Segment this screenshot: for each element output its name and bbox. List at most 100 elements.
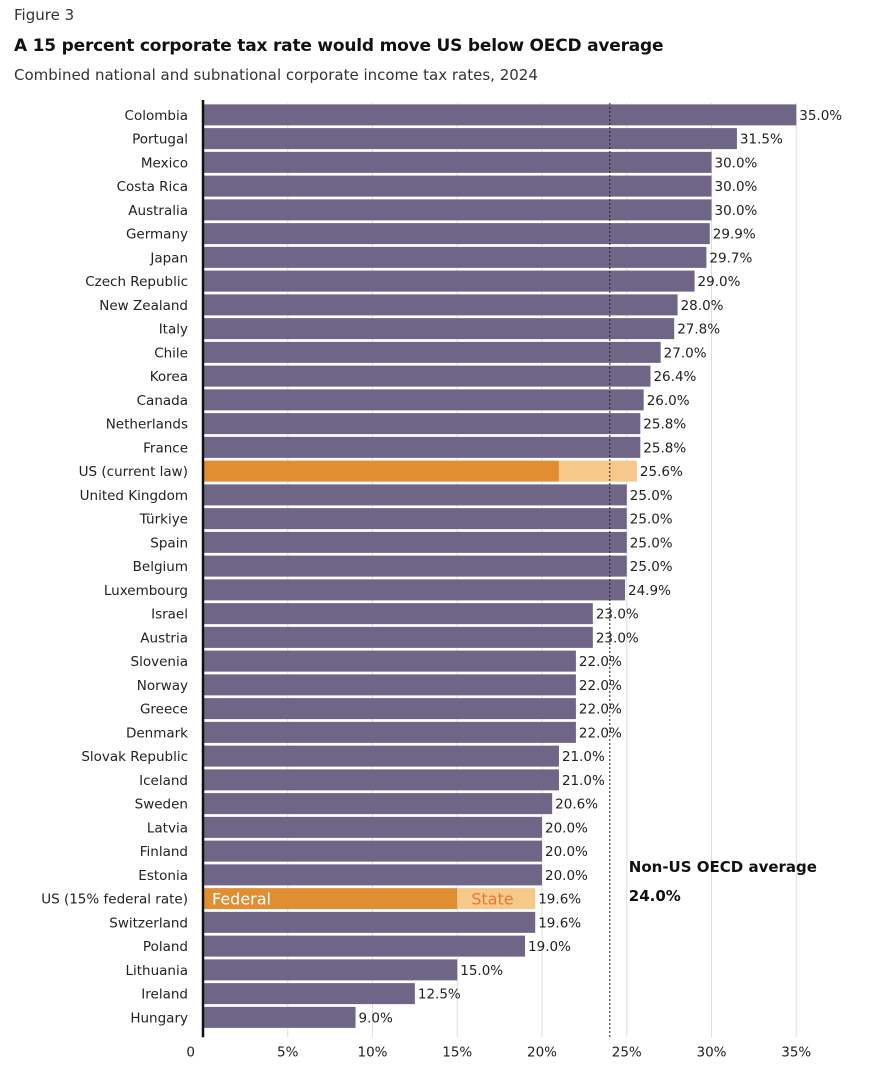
value-label: 20.0% [545,868,588,884]
value-label: 21.0% [562,749,605,765]
bar [203,246,707,268]
value-label: 25.0% [630,535,673,551]
value-label: 20.0% [545,820,588,836]
category-label: Denmark [126,725,188,741]
value-label: 25.0% [630,488,673,504]
bar [203,816,542,838]
bar [203,721,576,743]
category-label: Korea [150,369,188,385]
category-label: Greece [140,702,188,718]
value-label: 22.0% [579,678,622,694]
category-label: Australia [128,203,188,219]
x-tick-label: 30% [696,1044,726,1060]
bar [203,674,576,696]
value-label: 22.0% [579,654,622,670]
category-label: Mexico [141,155,188,171]
bar [203,104,797,126]
average-value: 24.0% [629,887,681,905]
category-label: Switzerland [109,915,188,931]
category-label: Israel [151,607,188,623]
category-label: Netherlands [106,417,188,433]
value-label: 24.9% [628,583,671,599]
bar [203,911,536,933]
category-label: Portugal [132,132,188,148]
value-label: 29.9% [713,227,756,243]
category-label: Sweden [135,797,188,813]
bar [203,341,661,363]
value-label: 29.7% [709,250,752,266]
x-tick-label: 15% [442,1044,472,1060]
value-label: 26.4% [653,369,696,385]
category-label: New Zealand [99,298,188,314]
value-label: 23.0% [596,607,639,623]
figure-label: Figure 3 [14,6,75,24]
bar [203,745,559,767]
bar [203,626,593,648]
category-label: Türkiye [139,512,188,528]
category-label: Germany [126,227,188,243]
category-label: Latvia [147,820,188,836]
category-label: Hungary [130,1010,188,1026]
chart-title: A 15 percent corporate tax rate would mo… [14,36,664,56]
category-label: Austria [140,630,188,646]
bar [203,175,712,197]
value-label: 19.0% [528,939,571,955]
value-label: 9.0% [359,1010,393,1026]
category-label: Lithuania [125,963,188,979]
value-label: 25.8% [643,440,686,456]
x-tick-label: 35% [781,1044,811,1060]
value-label: 21.0% [562,773,605,789]
value-label: 35.0% [799,108,842,124]
bar [203,389,644,411]
category-label: Estonia [138,868,188,884]
bar [203,603,593,625]
bar [203,935,526,957]
average-label: Non-US OECD average [629,858,817,876]
category-label: US (15% federal rate) [41,892,188,908]
bar [203,508,627,530]
value-label: 25.8% [643,417,686,433]
bar [203,650,576,672]
bar [203,579,626,601]
value-label: 27.0% [664,345,707,361]
bar [203,698,576,720]
value-label: 29.0% [698,274,741,290]
federal-label: Federal [212,890,271,909]
bar [203,270,695,292]
value-label: 20.0% [545,844,588,860]
category-label: Chile [154,345,188,361]
category-label: Costa Rica [117,179,188,195]
value-label: 12.5% [418,987,461,1003]
bar-state [457,888,536,910]
bar [203,365,651,387]
value-label: 25.0% [630,559,673,575]
value-label: 26.0% [647,393,690,409]
category-label: Slovenia [131,654,188,670]
bar [203,1006,356,1028]
value-label: 25.6% [640,464,683,480]
value-label: 25.0% [630,512,673,528]
category-label: Poland [143,939,188,955]
value-label: 30.0% [715,155,758,171]
value-label: 28.0% [681,298,724,314]
bar [203,769,559,791]
value-label: 15.0% [460,963,503,979]
category-label: Belgium [133,559,188,575]
bar [203,199,712,221]
value-label: 19.6% [538,892,581,908]
category-label: Italy [159,322,188,338]
x-tick-label: 25% [612,1044,642,1060]
category-label: Spain [150,535,188,551]
state-label: State [471,890,513,909]
value-label: 23.0% [596,630,639,646]
bar [203,484,627,506]
category-label: Luxembourg [104,583,188,599]
bar [203,151,712,173]
value-label: 22.0% [579,702,622,718]
bar [203,413,641,435]
value-label: 30.0% [715,179,758,195]
x-tick-label: 0 [186,1044,195,1060]
category-label: Iceland [139,773,188,789]
bar [203,864,542,886]
bar [203,294,678,316]
